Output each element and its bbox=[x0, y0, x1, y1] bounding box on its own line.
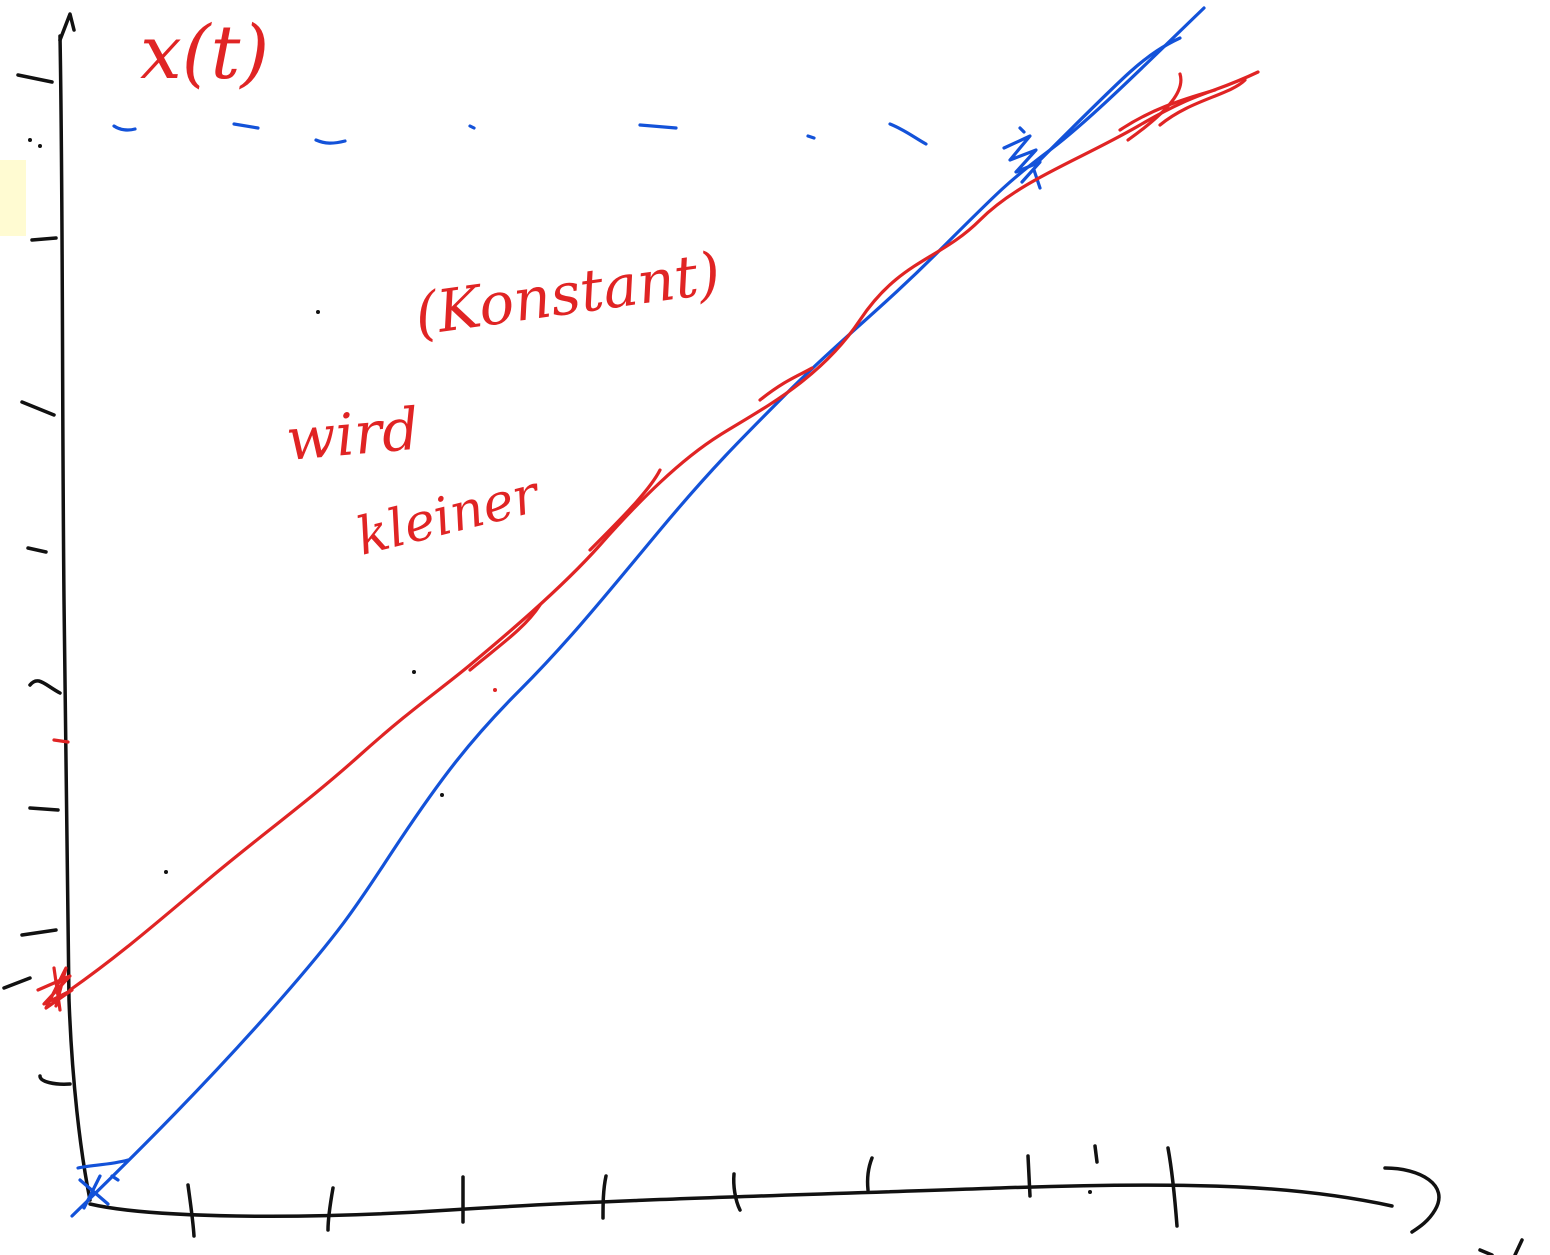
red-curve bbox=[68, 70, 1260, 992]
y-tick bbox=[20, 400, 56, 417]
x-tick bbox=[1166, 1146, 1179, 1228]
y-tick bbox=[30, 236, 58, 242]
blue-curve-overtrace bbox=[1038, 36, 1182, 162]
x-tick bbox=[1093, 1144, 1099, 1164]
blue-curve bbox=[70, 6, 1206, 1218]
y-tick bbox=[16, 73, 54, 84]
blue-cross-marker-origin bbox=[76, 1158, 130, 1210]
x-axis bbox=[88, 1183, 1394, 1218]
x-axis-arrowhead bbox=[1383, 1166, 1441, 1234]
x-tick bbox=[732, 1172, 742, 1212]
stray-dots bbox=[164, 310, 497, 874]
y-axis-label: x(t) bbox=[140, 10, 269, 96]
x-tick bbox=[865, 1156, 874, 1192]
y-tick bbox=[2, 976, 32, 990]
red-curve-overtrace bbox=[468, 78, 1247, 672]
highlight-box bbox=[0, 160, 26, 236]
x-axis-arrow-tail bbox=[1478, 1238, 1524, 1255]
y-axis-ticks bbox=[2, 73, 72, 1086]
x-tick-dot bbox=[1088, 1190, 1092, 1194]
blue-dashed-line bbox=[112, 122, 928, 146]
red-tick-mark bbox=[52, 738, 70, 744]
y-tick bbox=[38, 1074, 72, 1086]
red-curve-hook bbox=[1126, 72, 1183, 142]
y-tick bbox=[26, 546, 48, 554]
x-tick bbox=[601, 1174, 608, 1220]
y-tick bbox=[28, 679, 62, 695]
x-tick bbox=[186, 1183, 196, 1238]
annotation-line-2: wird bbox=[283, 395, 421, 474]
y-tick-dot bbox=[38, 144, 42, 148]
y-tick bbox=[28, 806, 60, 812]
annotation-line-1: (Konstant) bbox=[410, 239, 724, 349]
y-axis bbox=[58, 34, 92, 1202]
x-tick bbox=[1026, 1154, 1032, 1198]
y-tick bbox=[20, 928, 58, 937]
y-tick-dot bbox=[28, 138, 32, 142]
y-axis-arrowhead bbox=[58, 12, 76, 42]
x-tick bbox=[326, 1186, 335, 1232]
x-axis-ticks bbox=[186, 1144, 1179, 1238]
red-scribble-marker-y-intercept bbox=[36, 966, 74, 1012]
annotation-line-3: kleiner bbox=[351, 464, 548, 568]
